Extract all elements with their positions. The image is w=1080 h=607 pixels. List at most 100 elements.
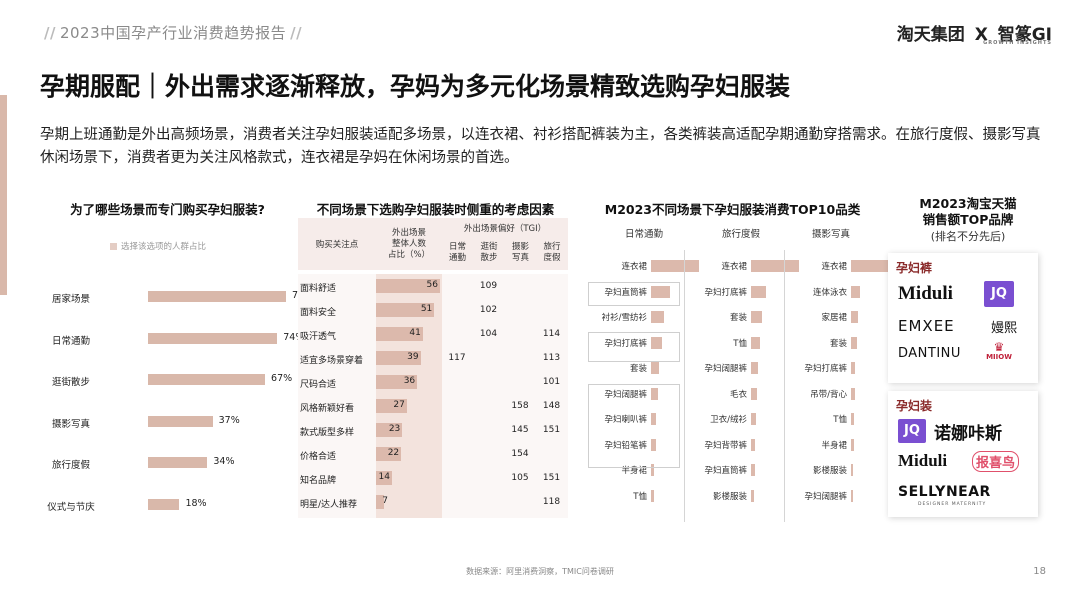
panel2-header-tgi-col: 日常 通勤: [448, 242, 466, 263]
panel2-overall-bar: [376, 447, 402, 461]
panel3-item: 套装: [685, 308, 785, 326]
panel3-item-bar: [651, 413, 657, 425]
panel3-item-name: 吊带/背心: [810, 389, 847, 400]
miiow-crown-icon: ♛: [993, 340, 1005, 354]
panel3-item: 孕妇直筒裤: [685, 461, 785, 479]
panel2-overall-value: 51: [420, 304, 433, 314]
header-slash-left: //: [44, 24, 56, 42]
brand-card-pants: 孕妇裤 Miduli JQ EMXEE 嫚熙 DANTINU ♛ MIIOW: [888, 253, 1038, 383]
panel3-item-bar: [651, 285, 671, 298]
panel3-item-name: 套装: [829, 338, 847, 349]
panel2-header-tgi-col: 摄影 写真: [511, 242, 529, 263]
panel3-item: 衬衫/雪纺衫: [585, 308, 685, 326]
panel1-row-label: 旅行度假: [51, 460, 90, 471]
panel3-column-head: 摄影写真: [812, 229, 851, 240]
panel2-overall-bar: [376, 471, 392, 485]
panel3-item-name: 孕妇打底裤: [804, 364, 847, 374]
header-slash-right: //: [290, 24, 303, 42]
panel2-header-factor: 购买关注点: [315, 240, 359, 250]
panel2-row: 风格新颖好看 27 158 148: [298, 396, 568, 418]
panel3-item-bar: [651, 438, 656, 451]
panel3-item-bar: [651, 464, 655, 476]
panel2-row: 面料安全 51 102: [298, 300, 568, 322]
brand-emxee: EMXEE: [898, 317, 955, 335]
panel1-row-label: 仪式与节庆: [47, 501, 95, 513]
panel3-item: 孕妇打底裤: [785, 359, 885, 377]
panel3-item: 毛衣: [685, 385, 785, 403]
panel2-overall-value: 39: [407, 352, 419, 362]
logo-x: X: [974, 25, 988, 45]
panel2-tgi-cell: 151: [542, 473, 561, 483]
panel2-factor: 面料舒适: [300, 284, 337, 294]
brand-miiow-text: MIIOW: [986, 353, 1012, 361]
panel4-subtitle: (排名不分先后): [930, 230, 1006, 243]
panel3-item-name: 衬衫/雪纺衫: [601, 313, 647, 323]
panel1-row: 仪式与节庆 18%: [40, 495, 290, 515]
panel3-group-box: [588, 332, 680, 362]
panel2-row: 吸汗透气 41 104 114: [298, 324, 568, 346]
card-label-pants: 孕妇裤: [896, 261, 933, 275]
brand-card-clothes: 孕妇装 JQ 诺娜咔斯 Miduli 报喜鸟 SELLYNEAR DESIGNE…: [888, 391, 1038, 517]
panel3-item-bar: [751, 362, 759, 374]
panel3-item-bar: [751, 387, 757, 400]
panel3-item-name: 家居裙: [821, 313, 847, 323]
panel2-tgi-cell: 105: [511, 473, 529, 483]
panel3-item-bar: [851, 285, 861, 298]
panel3-title: M2023不同场景下孕妇服装消费TOP10品类: [604, 202, 861, 217]
panel1-bar-value: 74%: [283, 331, 305, 343]
report-header: //2023中国孕产行业消费趋势报告//: [40, 22, 306, 43]
report-title: 2023中国孕产行业消费趋势报告: [59, 24, 287, 42]
panel3-group-box: [588, 282, 680, 306]
panel3-item-bar: [851, 413, 855, 425]
panel3-item: 连衣裙: [585, 257, 699, 275]
panel3-item-name: 孕妇阔腿裤: [704, 364, 747, 374]
brand-jq: JQ: [984, 281, 1014, 307]
panel2-factor: 尺码合适: [300, 380, 337, 390]
panel2-overall-value: 41: [409, 328, 421, 338]
panel2-tgi-cell: 148: [542, 401, 561, 411]
panel3-item-bar: [751, 489, 754, 502]
brand-dantinu: DANTINU: [898, 346, 961, 361]
panel3-divider: [684, 250, 685, 522]
panel3-item: 孕妇打底裤: [685, 283, 785, 301]
panel2-tgi-cell: 117: [448, 353, 466, 363]
brand-baoxiniao: 报喜鸟: [972, 451, 1020, 472]
panel3-item-bar: [851, 260, 896, 272]
panel2-tgi-cell: 151: [542, 425, 561, 435]
panel3-item-bar: [851, 387, 855, 400]
legend-swatch: [110, 243, 117, 250]
panel2-overall-value: 7: [382, 496, 388, 506]
panel1-bar-value: 18%: [185, 497, 207, 509]
panel3-item-name: 套装: [729, 313, 747, 323]
panel3-item: 孕妇背带裤: [685, 436, 785, 454]
panel1-bar: [148, 291, 286, 302]
panel3-item-bar: [851, 336, 857, 349]
panel2-row: 面料舒适 56 109: [298, 276, 568, 298]
panel3-item: T恤: [585, 487, 685, 505]
panel3-item: 影楼服装: [685, 487, 785, 505]
panel2-overall-bar: [376, 375, 418, 389]
panel3-item-name: 套装: [629, 364, 647, 374]
brand-sellynear-sub: DESIGNER MATERNITY: [918, 502, 987, 507]
card-label-clothes: 孕妇装: [896, 399, 933, 413]
panel3-item-name: 连衣裙: [721, 262, 747, 272]
panel3-item: 吊带/背心: [785, 385, 885, 403]
logo-gi: 智篆GI: [997, 25, 1052, 45]
panel1-legend: 选择该选项的人群占比: [110, 240, 206, 252]
panel2-overall-value: 36: [403, 376, 416, 386]
panel2-tgi-cell: 158: [511, 401, 529, 411]
panel1-row-label: 摄影写真: [51, 418, 90, 430]
panel3-item-name: 连体泳衣: [812, 287, 847, 298]
panel2-tgi-cell: 104: [479, 329, 498, 339]
logo: 淘天集团 X 智篆GI GROWTH INSIGHTS: [897, 20, 1052, 46]
panel3-item-name: 半身裙: [821, 440, 847, 451]
panel3-item-name: 影楼服装: [812, 466, 847, 476]
panel3-item-name: 卫衣/绒衫: [710, 415, 747, 425]
panel1-row: 摄影写真 37%: [40, 412, 290, 432]
page-description: 孕期上班通勤是外出高频场景，消费者关注孕妇服装适配多场景，以连衣裙、衬衫搭配裤装…: [40, 127, 1041, 166]
panel2-factor: 面料安全: [300, 308, 337, 318]
panel3-column-head: 日常通勤: [625, 229, 664, 240]
panel3-item-bar: [751, 413, 757, 425]
panel2-overall-bar: [376, 495, 384, 509]
panel2-factor: 风格新颖好看: [300, 404, 355, 414]
